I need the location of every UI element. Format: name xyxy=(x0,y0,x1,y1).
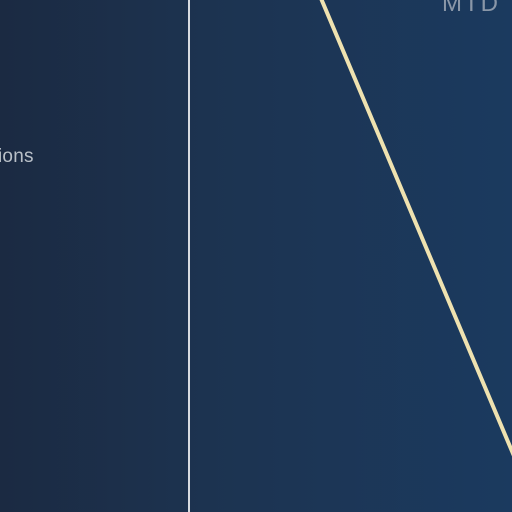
truncated-section-label: ions xyxy=(0,146,34,167)
trend-line xyxy=(319,0,512,457)
vertical-divider xyxy=(188,0,190,512)
period-label: MTD xyxy=(442,0,500,17)
